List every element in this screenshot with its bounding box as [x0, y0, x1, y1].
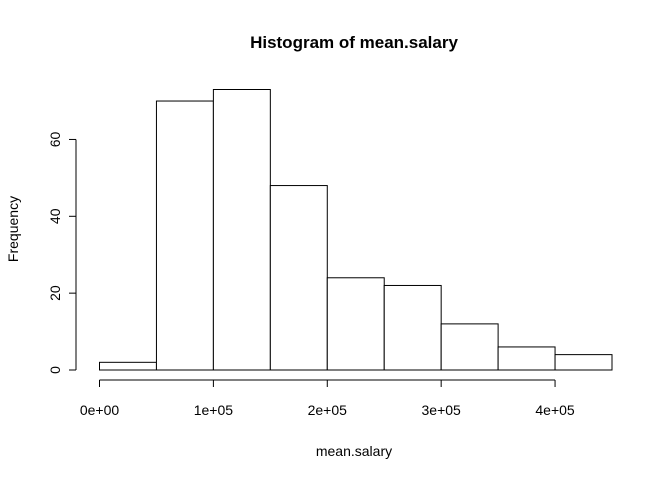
x-tick-label: 1e+05: [194, 402, 234, 418]
y-tick-label: 60: [47, 131, 63, 147]
histogram-bar: [99, 361, 157, 371]
histogram-bar: [554, 354, 613, 371]
histogram-bar: [326, 277, 385, 371]
bars-group: [99, 89, 613, 371]
histogram-bar: [383, 284, 442, 371]
histogram-bar: [497, 346, 556, 371]
x-axis: 0e+00 1e+05 2e+05 3e+05 4e+05: [80, 379, 575, 418]
histogram-bar: [269, 185, 328, 371]
x-tick-label: 2e+05: [308, 402, 348, 418]
y-tick-label: 0: [47, 366, 63, 374]
y-tick-label: 20: [47, 285, 63, 301]
x-axis-label: mean.salary: [316, 443, 392, 459]
histogram-bar: [212, 89, 271, 371]
x-tick-label: 3e+05: [422, 402, 462, 418]
histogram-bar: [440, 323, 499, 371]
x-tick-label: 0e+00: [80, 402, 120, 418]
x-tick-label: 4e+05: [535, 402, 575, 418]
histogram-bar: [155, 100, 214, 371]
y-axis: 0 20 40 60: [47, 131, 77, 374]
chart-title: Histogram of mean.salary: [250, 33, 458, 52]
y-axis-label: Frequency: [5, 196, 21, 262]
y-tick-label: 40: [47, 208, 63, 224]
